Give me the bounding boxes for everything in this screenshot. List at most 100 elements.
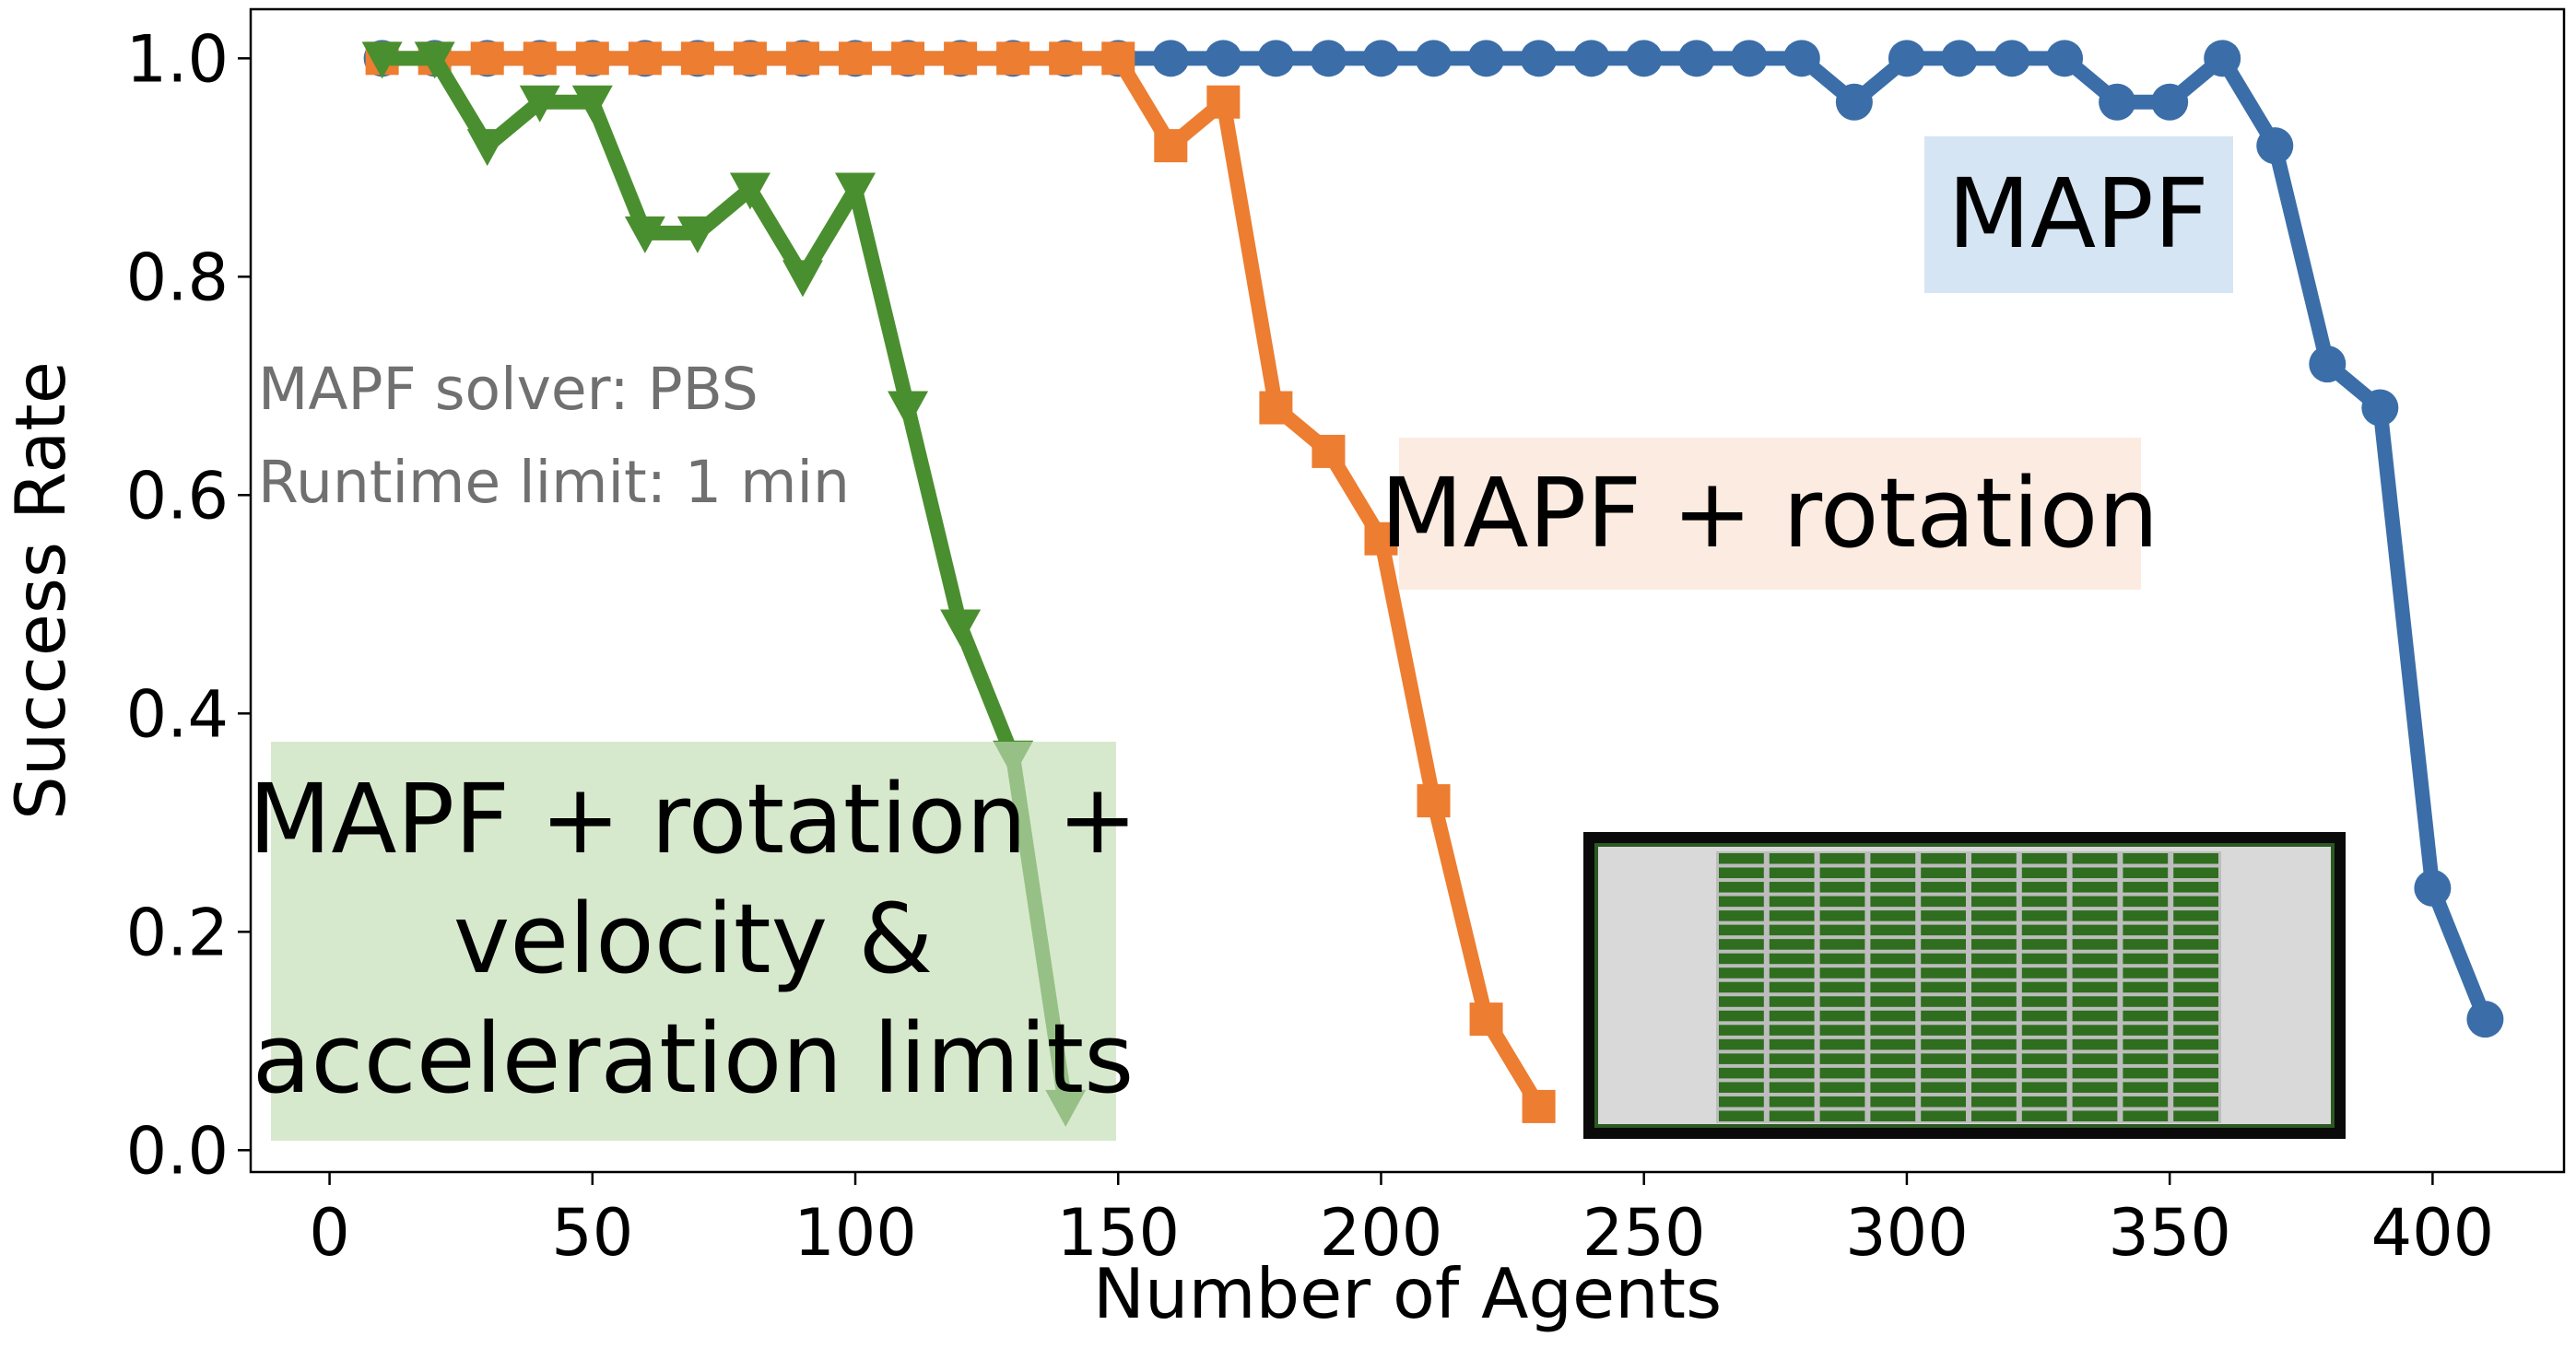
- data-point: [888, 391, 929, 428]
- data-point: [1364, 522, 1398, 556]
- inset-shelf: [1719, 853, 1764, 864]
- inset-shelf: [2123, 1010, 2169, 1022]
- inset-shelf: [1971, 924, 2017, 936]
- inset-shelf: [1769, 896, 1815, 908]
- inset-shelf: [1769, 996, 1815, 1007]
- x-tick-label: 300: [1845, 1195, 1969, 1271]
- inset-shelf: [2173, 981, 2218, 993]
- inset-shelf: [2072, 1053, 2118, 1064]
- inset-shelf: [1719, 867, 1764, 879]
- inset-shelf: [1769, 1038, 1815, 1050]
- data-point: [1994, 40, 2031, 77]
- data-point: [680, 41, 714, 76]
- data-point: [1522, 1089, 1556, 1123]
- inset-shelf: [1921, 967, 1966, 979]
- data-point: [1415, 40, 1453, 77]
- inset-shelf: [1819, 1025, 1865, 1036]
- inset-shelf: [1971, 867, 2017, 879]
- inset-shelf: [1719, 882, 1764, 893]
- inset-shelf: [1819, 981, 1865, 993]
- inset-shelf: [1719, 1010, 1764, 1022]
- inset-shelf: [2021, 1082, 2067, 1093]
- data-point: [624, 216, 665, 253]
- inset-shelf: [1921, 1053, 1966, 1064]
- inset-shelf: [1921, 1025, 1966, 1036]
- inset-shelf: [1971, 1082, 2017, 1093]
- inset-shelf: [2021, 1010, 2067, 1022]
- x-tick-label: 200: [1320, 1195, 1443, 1271]
- x-tick-label: 150: [1056, 1195, 1180, 1271]
- inset-shelf: [1769, 910, 1815, 921]
- inset-shelf: [1819, 967, 1865, 979]
- inset-shelf: [2173, 939, 2218, 950]
- data-point: [1572, 40, 1610, 77]
- inset-shelf: [1971, 896, 2017, 908]
- inset-shelf: [2123, 939, 2169, 950]
- inset-shelf: [1819, 1038, 1865, 1050]
- inset-shelf: [1921, 867, 1966, 879]
- inset-shelf: [2123, 996, 2169, 1007]
- data-point: [839, 41, 873, 76]
- data-point: [1730, 40, 1768, 77]
- inset-shelf: [2173, 882, 2218, 893]
- inset-shelf: [2021, 853, 2067, 864]
- inset-shelf: [2123, 953, 2169, 965]
- data-point: [891, 41, 925, 76]
- data-point: [1312, 434, 1346, 468]
- inset-shelf: [2173, 996, 2218, 1007]
- data-point: [1206, 85, 1241, 119]
- inset-shelf: [2173, 1096, 2218, 1108]
- full-label-line: MAPF + rotation +: [249, 763, 1138, 875]
- inset-shelf: [2173, 1025, 2218, 1036]
- inset-shelf: [1971, 853, 2017, 864]
- inset-shelf: [1971, 953, 2017, 965]
- inset-shelf: [1719, 910, 1764, 921]
- inset-shelf: [1719, 939, 1764, 950]
- inset-shelf: [1870, 853, 1916, 864]
- inset-shelf: [1870, 882, 1916, 893]
- x-tick-label: 100: [794, 1195, 917, 1271]
- inset-shelf: [1719, 1110, 1764, 1121]
- inset-shelf: [1769, 1053, 1815, 1064]
- inset-shelf: [1921, 981, 1966, 993]
- data-point: [2309, 346, 2347, 383]
- data-point: [2046, 40, 2084, 77]
- inset-shelf: [2123, 1096, 2169, 1108]
- inset-shelf: [1870, 1010, 1916, 1022]
- inset-shelf: [1870, 1038, 1916, 1050]
- inset-shelf: [1719, 1096, 1764, 1108]
- inset-shelf: [2072, 896, 2118, 908]
- inset-shelf: [2021, 867, 2067, 879]
- inset-shelf: [2173, 896, 2218, 908]
- inset-shelf: [2072, 867, 2118, 879]
- inset-shelf: [2021, 924, 2067, 936]
- data-point: [1625, 40, 1663, 77]
- inset-shelf: [1870, 1067, 1916, 1079]
- inset-shelf: [1819, 953, 1865, 965]
- inset-shelf: [1971, 939, 2017, 950]
- inset-shelf: [1971, 910, 2017, 921]
- inset-shelf: [2123, 967, 2169, 979]
- inset-shelf: [1870, 1096, 1916, 1108]
- inset-shelf: [1921, 1110, 1966, 1121]
- data-point: [1888, 40, 1925, 77]
- inset-shelf: [1719, 1067, 1764, 1079]
- inset-shelf: [1819, 1010, 1865, 1022]
- inset-shelf: [1971, 981, 2017, 993]
- inset-shelf: [1719, 1082, 1764, 1093]
- inset-shelf: [1971, 967, 2017, 979]
- data-point: [1259, 391, 1293, 425]
- data-point: [733, 41, 767, 76]
- inset-shelf: [2021, 1025, 2067, 1036]
- inset-shelf: [1769, 967, 1815, 979]
- y-tick-label: 0.0: [126, 1113, 229, 1189]
- inset-shelf: [1819, 882, 1865, 893]
- inset-shelf: [2173, 1067, 2218, 1079]
- inset-shelf: [1971, 1096, 2017, 1108]
- inset-shelf: [2173, 1038, 2218, 1050]
- inset-shelf: [2072, 853, 2118, 864]
- data-point: [1310, 40, 1347, 77]
- data-point: [996, 41, 1030, 76]
